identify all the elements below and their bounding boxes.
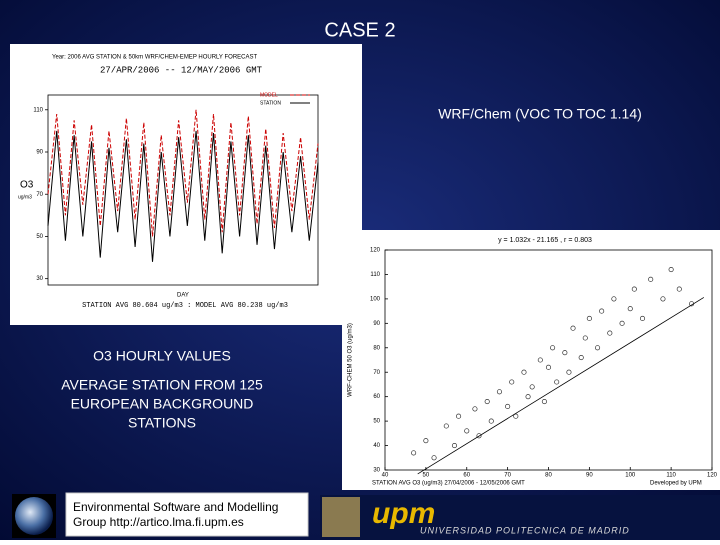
chart-title: y = 1.032x - 21.165 , r = 0.803 [498, 237, 592, 244]
scatter-point [411, 450, 417, 456]
caption: AVERAGE STATION FROM 125 [61, 377, 263, 393]
scatter-point [611, 296, 617, 302]
y-tick-label: 100 [370, 296, 381, 302]
scatter-point [566, 369, 572, 375]
y-tick-label: 70 [373, 370, 380, 376]
caption: O3 HOURLY VALUES [93, 348, 231, 364]
scatter-point [464, 428, 470, 434]
y-axis-label: WRF-CHEM 50 O3 (ug/m3) [348, 323, 354, 397]
scatter-point [509, 379, 515, 385]
logo-emblem [322, 497, 360, 537]
y-tick-label: 40 [373, 443, 380, 449]
y-tick-label: 110 [370, 272, 380, 278]
scatter-point [505, 403, 511, 409]
x-tick-label: 120 [707, 473, 718, 479]
x-axis-label: STATION AVG O3 (ug/m3) 27/04/2006 - 12/0… [372, 481, 525, 487]
scatter-point [496, 389, 503, 395]
scatter-point [484, 399, 490, 405]
series-line [47, 109, 319, 237]
scatter-point [545, 364, 552, 370]
chart-footer: STATION AVG 80.604 ug/m3 : MODEL AVG 80.… [82, 302, 288, 310]
scatter-point [521, 369, 527, 375]
credit: Developed by UPM [650, 481, 702, 487]
y-tick-label: 30 [373, 468, 380, 474]
footer-text: Environmental Software and Modelling [73, 500, 278, 514]
logo-banner [320, 495, 720, 540]
footer-box [65, 492, 309, 537]
y-tick-label: 60 [373, 394, 380, 400]
scatter-point [456, 413, 462, 419]
scatter-point [594, 345, 601, 351]
scatter-point [513, 413, 519, 419]
plot-area [47, 94, 319, 286]
y-tick-label: 30 [36, 276, 43, 282]
scatter-point [631, 286, 637, 292]
scatter-point [541, 399, 547, 405]
scatter-point [451, 443, 458, 449]
fit-line [417, 297, 705, 475]
x-tick-label: 70 [504, 473, 511, 479]
chart-panel [342, 230, 720, 490]
logo-text: UNIVERSIDAD POLITECNICA DE MADRID [420, 525, 630, 535]
scatter-point [676, 286, 682, 292]
legend-label: STATION [260, 100, 281, 106]
legend-label: MODEL [260, 92, 278, 98]
scatter-point [476, 433, 482, 439]
y-tick-label: 50 [36, 234, 43, 240]
scatter-point [529, 384, 535, 390]
y-tick-label: 50 [373, 419, 380, 425]
y-tick-label: 90 [36, 150, 43, 156]
scatter-point [488, 418, 494, 424]
x-tick-label: 90 [586, 473, 593, 479]
scatter-point [599, 308, 605, 314]
caption: EUROPEAN BACKGROUND [71, 396, 254, 412]
scatter-point [537, 357, 543, 363]
scatter-point [431, 455, 437, 461]
series-line [47, 130, 319, 262]
scatter-point [423, 438, 429, 444]
scatter-point [582, 335, 588, 341]
scatter-point [525, 394, 531, 400]
slide-title: CASE 2 [324, 19, 395, 41]
scatter-point [472, 406, 478, 412]
scatter-point [607, 330, 613, 336]
chart-title: Year: 2006 AVG STATION & 50km WRF/CHEM-E… [52, 55, 257, 61]
scatter-point [668, 267, 674, 273]
scatter-point [554, 379, 560, 385]
logo: upm [372, 497, 435, 530]
slide-subtitle: WRF/Chem (VOC TO TOC 1.14) [438, 106, 642, 122]
scatter-point [562, 350, 568, 356]
y-tick-label: 70 [36, 192, 43, 198]
y-tick-label: 120 [370, 248, 381, 254]
scatter-point [570, 325, 576, 331]
y-tick-label: 80 [373, 345, 380, 351]
scatter-point [648, 276, 654, 282]
scatter-point [660, 296, 666, 302]
scatter-point [619, 320, 625, 326]
y-axis-label: O3 [20, 180, 34, 191]
x-tick-label: 110 [666, 473, 676, 479]
x-tick-label: 60 [463, 473, 470, 479]
x-tick-label: 50 [423, 473, 430, 479]
y-tick-label: 90 [373, 321, 380, 327]
scatter-point [586, 315, 592, 321]
scatter-point [639, 315, 646, 321]
x-tick-label: 80 [545, 473, 552, 479]
x-tick-label: 100 [625, 473, 636, 479]
scatter-point [443, 423, 449, 429]
scatter-point [550, 345, 556, 351]
footer-text: Group http://artico.lma.fi.upm.es [73, 515, 244, 529]
y-axis-label: ug/m3 [18, 194, 32, 200]
scatter-point [578, 355, 584, 361]
scatter-point [627, 306, 633, 312]
x-axis-label: DAY [177, 293, 189, 299]
caption: STATIONS [128, 415, 196, 431]
y-tick-label: 110 [33, 107, 43, 113]
x-tick-label: 40 [382, 473, 389, 479]
chart-subtitle: 27/APR/2006 -- 12/MAY/2006 GMT [100, 65, 263, 75]
globe [15, 497, 53, 535]
